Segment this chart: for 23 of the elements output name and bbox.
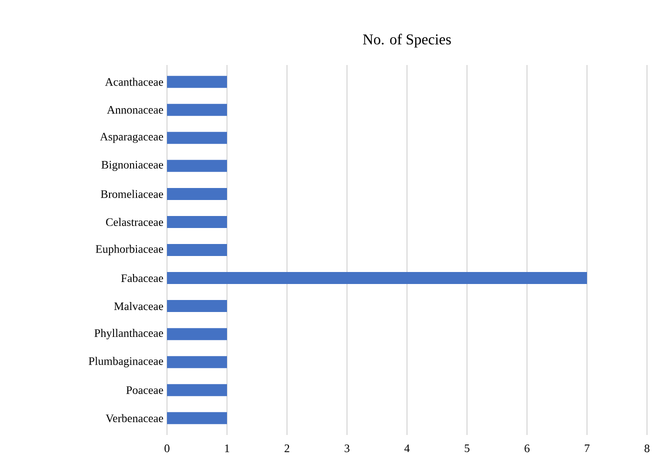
y-tick-label: Bromeliaceae xyxy=(100,190,164,198)
y-tick-label: Acanthaceae xyxy=(105,78,164,86)
x-tick-label: 4 xyxy=(404,444,410,452)
chart-title: No. of Species xyxy=(363,34,451,48)
x-tick-label: 2 xyxy=(284,444,290,452)
y-tick-label: Verbenaceae xyxy=(106,414,164,422)
x-tick-label: 8 xyxy=(644,444,650,452)
x-tick-label: 3 xyxy=(344,444,350,452)
x-tick-label: 5 xyxy=(464,444,470,452)
y-tick-label: Euphorbiaceae xyxy=(96,244,164,256)
y-tick-label: Plumbaginaceae xyxy=(88,356,164,368)
x-tick-label: 7 xyxy=(584,444,590,452)
y-tick-label: Asparagaceae xyxy=(100,132,164,143)
y-tick-label: Celastraceae xyxy=(106,218,164,226)
y-tick-label: Annonaceae xyxy=(106,106,164,114)
x-tick-label: 0 xyxy=(164,444,170,452)
y-tick-label: Malvaceae xyxy=(114,302,164,310)
y-tick-label: Fabaceae xyxy=(121,274,164,282)
x-tick-label: 6 xyxy=(524,444,530,452)
y-tick-label: Bignoniaceae xyxy=(101,160,164,171)
y-tick-label: Poaceae xyxy=(126,386,164,394)
x-tick-label: 1 xyxy=(225,444,230,452)
y-tick-label: Phyllanthaceae xyxy=(94,328,164,340)
